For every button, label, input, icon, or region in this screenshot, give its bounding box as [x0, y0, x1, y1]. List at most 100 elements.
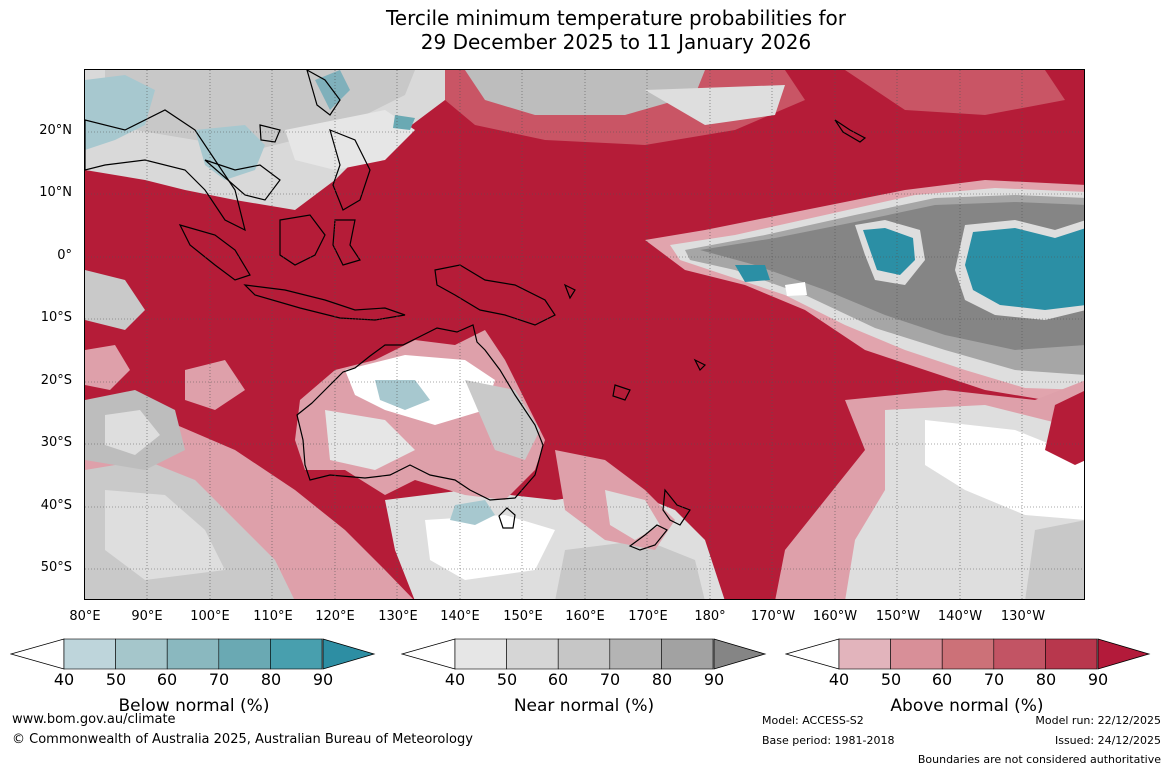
near-normal-legend-title: Near normal (%)	[513, 696, 655, 716]
longitude-label-140w: 140°W	[937, 609, 983, 624]
above-colorbar-segment	[993, 638, 1046, 670]
australia-interior	[295, 330, 545, 500]
coastlines	[85, 70, 867, 551]
longitude-label-90e: 90°E	[131, 609, 163, 624]
asia-coastline	[85, 109, 246, 232]
above-tick-90: 90	[1087, 670, 1109, 689]
longitude-label-150w: 150°W	[875, 609, 921, 624]
below-tick-40: 40	[53, 670, 75, 689]
below-colorbar-segment	[63, 638, 116, 670]
above-colorbar-segments	[838, 638, 1098, 670]
near-colorbar-min-cap	[401, 638, 456, 670]
probability-map	[84, 69, 1085, 600]
base-period-info: Base period: 1981-2018	[762, 734, 895, 747]
tasmania-coastline	[498, 507, 516, 529]
near-tick-80: 80	[651, 670, 673, 689]
near-tick-40: 40	[444, 670, 466, 689]
above-tick-80: 80	[1035, 670, 1057, 689]
below-tick-90: 90	[312, 670, 334, 689]
hainan-coastline	[259, 124, 281, 143]
eastern-pacific-below-normal-patches	[735, 220, 1084, 320]
australia-coastline	[296, 324, 544, 501]
latitude-label-20s: 20°S	[40, 373, 72, 388]
below-colorbar-segments	[63, 638, 323, 670]
above-tick-60: 60	[931, 670, 953, 689]
above-colorbar-segment	[1045, 638, 1098, 670]
near-tick-50: 50	[496, 670, 518, 689]
near-tick-60: 60	[547, 670, 569, 689]
new-zealand-north-coastline	[662, 488, 691, 526]
near-normal-colorbar	[401, 638, 767, 670]
indochina-coastline	[204, 159, 281, 201]
borneo-coastline	[279, 214, 326, 266]
map-title: Tercile minimum temperature probabilitie…	[0, 6, 1173, 54]
near-colorbar-segment	[661, 638, 714, 670]
sumatra-coastline	[178, 224, 251, 281]
longitude-label-130e: 130°E	[378, 609, 418, 624]
below-colorbar-segment	[115, 638, 168, 670]
below-normal-colorbar	[10, 638, 376, 670]
above-colorbar-segment	[838, 638, 891, 670]
new-zealand-south-coastline	[628, 524, 668, 551]
taiwan-coastline	[306, 70, 341, 116]
southern-near-normal-region	[775, 380, 1084, 599]
below-tick-70: 70	[208, 670, 230, 689]
longitude-label-150e: 150°E	[503, 609, 543, 624]
philippines-coastline	[329, 128, 371, 211]
hawaii-coastline	[834, 119, 867, 143]
longitude-label-80e: 80°E	[69, 609, 101, 624]
longitude-label-160w: 160°W	[812, 609, 858, 624]
issued-date: Issued: 24/12/2025	[1054, 734, 1161, 747]
near-tick-90: 90	[703, 670, 725, 689]
graticule	[85, 70, 1084, 599]
latitude-label-10n: 10°N	[39, 185, 72, 200]
above-tick-70: 70	[983, 670, 1005, 689]
above-colorbar-min-cap	[785, 638, 840, 670]
longitude-label-170e: 170°E	[628, 609, 668, 624]
near-tick-70: 70	[599, 670, 621, 689]
website-link[interactable]: www.bom.gov.au/climate	[12, 712, 176, 727]
solomon-islands-coastline	[563, 283, 576, 300]
above-colorbar-segment	[941, 638, 995, 670]
above-tick-50: 50	[880, 670, 902, 689]
boundaries-disclaimer: Boundaries are not considered authoritat…	[917, 753, 1161, 766]
above-normal-legend-title: Above normal (%)	[890, 696, 1044, 716]
longitude-label-110e: 110°E	[253, 609, 293, 624]
near-colorbar-segment	[454, 638, 507, 670]
model-run-date: Model run: 22/12/2025	[1035, 714, 1161, 727]
near-colorbar-segment	[557, 638, 611, 670]
below-tick-80: 80	[260, 670, 282, 689]
longitude-label-170w: 170°W	[750, 609, 796, 624]
below-normal-legend-title: Below normal (%)	[118, 696, 270, 716]
longitude-label-100e: 100°E	[190, 609, 230, 624]
below-colorbar-segment	[166, 638, 220, 670]
map-title-line-2: 29 December 2025 to 11 January 2026	[420, 30, 812, 54]
above-colorbar-max-cap	[1097, 638, 1151, 670]
near-colorbar-segments	[454, 638, 714, 670]
below-colorbar-segment	[270, 638, 323, 670]
below-colorbar-segment	[218, 638, 271, 670]
probability-map-canvas	[85, 70, 1084, 599]
fiji-coastline	[693, 358, 707, 372]
southern-west-near-normal-region	[85, 270, 414, 599]
longitude-label-160e: 160°E	[565, 609, 605, 624]
copyright-notice: © Commonwealth of Australia 2025, Austra…	[12, 732, 473, 747]
latitude-label-20n: 20°N	[39, 123, 72, 138]
latitude-label-equator: 0°	[57, 248, 72, 263]
model-info: Model: ACCESS-S2	[762, 714, 864, 727]
latitude-label-10s: 10°S	[40, 310, 72, 325]
below-colorbar-max-cap	[322, 638, 376, 670]
longitude-label-140e: 140°E	[440, 609, 480, 624]
longitude-label-120e: 120°E	[315, 609, 355, 624]
longitude-label-180: 180°	[694, 609, 726, 624]
indonesia-coastline	[243, 284, 406, 321]
latitude-label-40s: 40°S	[40, 498, 72, 513]
below-tick-50: 50	[105, 670, 127, 689]
map-title-line-1: Tercile minimum temperature probabilitie…	[385, 6, 847, 30]
near-colorbar-segment	[609, 638, 662, 670]
above-tick-40: 40	[828, 670, 850, 689]
latitude-label-50s: 50°S	[40, 560, 72, 575]
sulawesi-coastline	[332, 219, 361, 266]
above-colorbar-segment	[890, 638, 943, 670]
below-colorbar-min-cap	[10, 638, 65, 670]
